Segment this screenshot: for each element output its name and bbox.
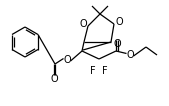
Text: O: O <box>50 74 58 84</box>
Text: O: O <box>113 39 121 49</box>
Text: O: O <box>79 19 87 29</box>
Text: O: O <box>115 17 123 27</box>
Text: O: O <box>126 50 134 60</box>
Text: F: F <box>102 66 108 76</box>
Text: O: O <box>63 55 71 65</box>
Text: F: F <box>90 66 96 76</box>
